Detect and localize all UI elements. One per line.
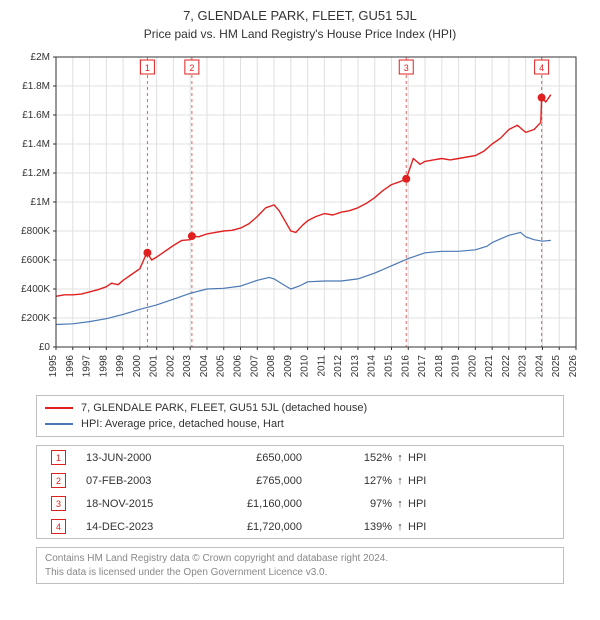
sale-marker-number: 4 [539,63,544,73]
x-tick-label: 2025 [551,355,562,378]
x-tick-label: 2016 [400,355,411,378]
x-tick-label: 2012 [333,355,344,378]
x-tick-label: 2006 [233,355,244,378]
x-tick-label: 2019 [451,355,462,378]
x-tick-label: 2014 [367,355,378,378]
sales-marker-box: 1 [51,450,66,465]
x-tick-label: 2026 [568,355,579,378]
sales-date: 18-NOV-2015 [72,498,207,510]
legend: 7, GLENDALE PARK, FLEET, GU51 5JL (detac… [36,395,564,437]
x-tick-label: 2018 [434,355,445,378]
x-tick-label: 2013 [350,355,361,378]
sales-table-row: 3 18-NOV-2015£1,160,00097%↑HPI [37,492,563,515]
x-tick-label: 2005 [216,355,227,378]
x-tick-label: 1996 [65,355,76,378]
sale-marker-number: 3 [404,63,409,73]
x-tick-label: 1995 [48,355,59,378]
up-arrow-icon: ↑ [392,452,408,464]
y-tick-label: £1.2M [22,168,50,179]
sales-marker-box: 2 [51,473,66,488]
y-tick-label: £0 [39,342,51,353]
sales-pct: 97% [322,498,392,510]
sales-table-row: 1 13-JUN-2000£650,000152%↑HPI [37,446,563,469]
legend-swatch [45,407,73,409]
x-tick-label: 2002 [165,355,176,378]
sales-table: 113-JUN-2000£650,000152%↑HPI207-FEB-2003… [36,445,564,539]
x-tick-label: 1997 [82,355,93,378]
footer-attribution: Contains HM Land Registry data © Crown c… [36,547,564,584]
y-tick-label: £1M [31,197,50,208]
x-tick-label: 2004 [199,355,210,378]
sale-marker-dot [143,249,151,257]
sales-marker-box: 3 [51,496,66,511]
x-tick-label: 2007 [249,355,260,378]
legend-swatch [45,423,73,425]
x-tick-label: 2021 [484,355,495,378]
y-tick-label: £2M [31,52,50,63]
sales-price: £1,160,000 [207,498,322,510]
y-tick-label: £1.8M [22,81,50,92]
x-tick-label: 2001 [149,355,160,378]
up-arrow-icon: ↑ [392,521,408,533]
sale-marker-number: 1 [145,63,150,73]
x-tick-label: 2010 [300,355,311,378]
sales-price: £650,000 [207,452,322,464]
up-arrow-icon: ↑ [392,498,408,510]
chart-svg: £0 £200K £400K £600K £800K £1M £1.2M £1.4M £1.6M… [0,47,600,387]
x-tick-label: 2024 [534,355,545,378]
x-tick-label: 2023 [518,355,529,378]
sales-pct: 127% [322,475,392,487]
y-tick-label: £400K [21,284,50,295]
x-tick-label: 2020 [467,355,478,378]
sales-hpi-label: HPI [408,452,448,464]
x-tick-label: 2000 [132,355,143,378]
sales-price: £765,000 [207,475,322,487]
x-tick-label: 1999 [115,355,126,378]
sale-marker-dot [188,232,196,240]
legend-label: HPI: Average price, detached house, Hart [81,418,284,430]
sales-marker-box: 4 [51,519,66,534]
x-tick-label: 1998 [98,355,109,378]
x-tick-label: 2022 [501,355,512,378]
y-tick-label: £1.6M [22,110,50,121]
x-tick-label: 2015 [383,355,394,378]
sales-pct: 152% [322,452,392,464]
sales-table-row: 2 07-FEB-2003£765,000127%↑HPI [37,469,563,492]
x-tick-label: 2017 [417,355,428,378]
chart-title: 7, GLENDALE PARK, FLEET, GU51 5JL [0,0,600,23]
sale-marker-number: 2 [189,63,194,73]
x-tick-label: 2011 [316,355,327,377]
sales-date: 07-FEB-2003 [72,475,207,487]
legend-row: HPI: Average price, detached house, Hart [45,416,555,432]
y-tick-label: £800K [21,226,50,237]
sales-date: 13-JUN-2000 [72,452,207,464]
sale-marker-dot [402,175,410,183]
sales-table-row: 4 14-DEC-2023£1,720,000139%↑HPI [37,515,563,538]
sales-price: £1,720,000 [207,521,322,533]
sales-pct: 139% [322,521,392,533]
legend-row: 7, GLENDALE PARK, FLEET, GU51 5JL (detac… [45,400,555,416]
sale-marker-dot [538,94,546,102]
chart-container: 7, GLENDALE PARK, FLEET, GU51 5JL Price … [0,0,600,584]
y-tick-label: £600K [21,255,50,266]
footer-line-2: This data is licensed under the Open Gov… [45,566,555,580]
sales-hpi-label: HPI [408,498,448,510]
y-tick-label: £1.4M [22,139,50,150]
sales-date: 14-DEC-2023 [72,521,207,533]
x-tick-label: 2009 [283,355,294,378]
x-tick-label: 2008 [266,355,277,378]
footer-line-1: Contains HM Land Registry data © Crown c… [45,552,555,566]
chart-subtitle: Price paid vs. HM Land Registry's House … [0,23,600,47]
up-arrow-icon: ↑ [392,475,408,487]
sales-hpi-label: HPI [408,475,448,487]
sales-hpi-label: HPI [408,521,448,533]
legend-label: 7, GLENDALE PARK, FLEET, GU51 5JL (detac… [81,402,367,414]
y-tick-label: £200K [21,313,50,324]
chart-plot-area: £0 £200K £400K £600K £800K £1M £1.2M £1.4M £1.6M… [0,47,600,387]
x-tick-label: 2003 [182,355,193,378]
